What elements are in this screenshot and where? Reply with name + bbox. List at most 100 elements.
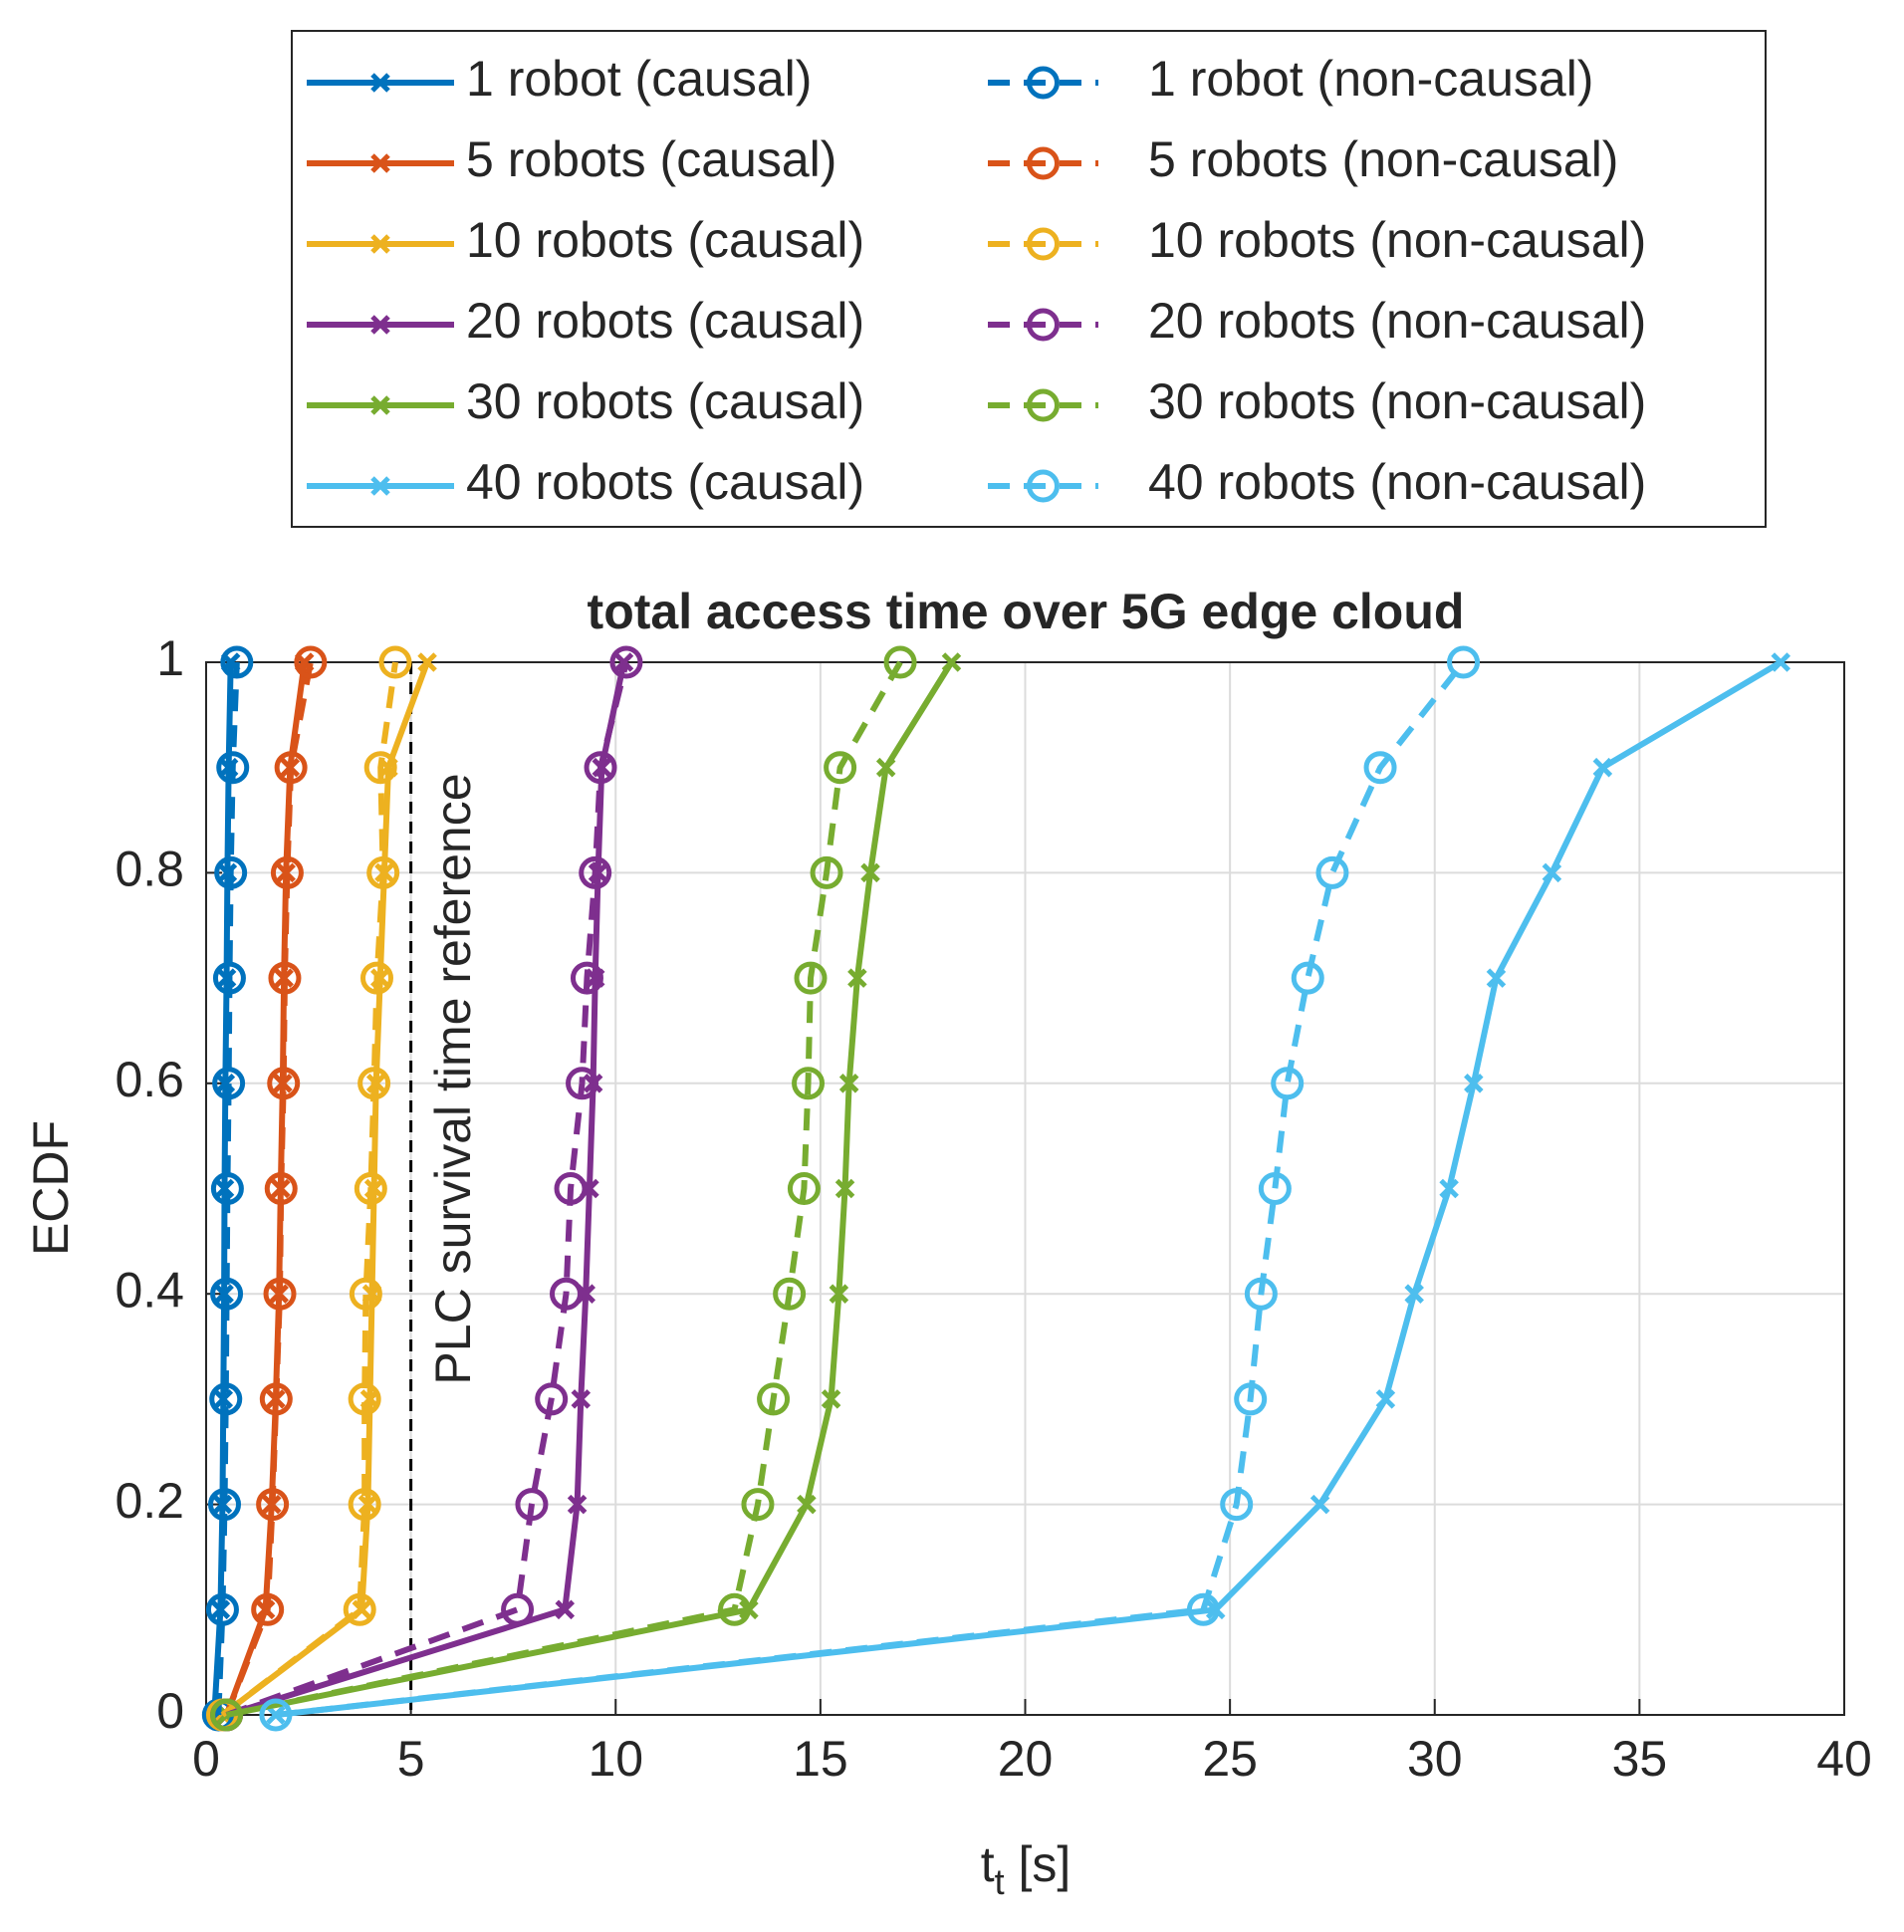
x-tick-label: 5 xyxy=(397,1731,425,1787)
legend-box xyxy=(291,30,1767,528)
marker xyxy=(824,751,857,785)
marker xyxy=(1447,645,1481,679)
x-tick-label: 15 xyxy=(793,1731,848,1787)
x-tick-label: 10 xyxy=(588,1731,643,1787)
marker xyxy=(829,1284,849,1304)
series-line xyxy=(225,660,903,1718)
legend-label: 10 robots (non-causal) xyxy=(1148,212,1646,268)
marker xyxy=(1464,1074,1484,1093)
marker xyxy=(583,1074,603,1093)
marker xyxy=(210,1172,244,1205)
marker xyxy=(1375,1389,1396,1409)
marker xyxy=(348,1382,381,1416)
marker xyxy=(210,1599,231,1620)
marker xyxy=(1542,862,1562,883)
marker xyxy=(370,153,390,173)
plot-frame xyxy=(205,661,1845,1716)
marker xyxy=(359,961,393,995)
marker xyxy=(370,395,390,415)
marker xyxy=(352,1599,372,1620)
marker xyxy=(1271,1067,1305,1100)
x-tick-label: 30 xyxy=(1407,1731,1463,1787)
marker xyxy=(1220,1488,1254,1522)
marker xyxy=(378,645,412,679)
marker xyxy=(1027,146,1060,180)
legend-label: 5 robots (causal) xyxy=(466,131,836,187)
marker xyxy=(792,1067,826,1100)
x-label-suffix: [s] xyxy=(1005,1836,1071,1892)
marker xyxy=(567,1494,588,1515)
marker xyxy=(274,968,294,988)
x-axis-label: tt [s] xyxy=(981,1836,1071,1901)
legend-label: 40 robots (non-causal) xyxy=(1148,454,1646,510)
marker xyxy=(370,73,390,93)
marker xyxy=(1027,66,1060,100)
marker xyxy=(718,1592,752,1626)
marker xyxy=(349,1277,382,1311)
marker xyxy=(773,1277,807,1311)
y-axis-label: ECDF xyxy=(23,1120,79,1256)
marker xyxy=(797,1494,817,1515)
marker xyxy=(1027,227,1060,261)
marker xyxy=(274,751,308,785)
marker xyxy=(348,1488,381,1522)
series-line xyxy=(225,661,629,1718)
marker xyxy=(1771,652,1791,672)
marker xyxy=(571,1389,592,1409)
marker xyxy=(212,1067,246,1100)
marker xyxy=(370,476,390,496)
marker xyxy=(554,1172,588,1205)
marker xyxy=(354,1172,387,1205)
marker xyxy=(208,1488,242,1522)
marker xyxy=(259,1698,293,1732)
legend-label: 5 robots (non-causal) xyxy=(1148,131,1618,187)
marker xyxy=(212,1494,233,1515)
marker xyxy=(794,961,828,995)
marker xyxy=(216,751,250,785)
y-tick-label: 1 xyxy=(156,630,184,686)
series-line xyxy=(223,661,314,1717)
marker xyxy=(515,1488,549,1522)
marker xyxy=(357,1494,378,1515)
marker xyxy=(584,751,617,785)
marker xyxy=(741,1488,775,1522)
legend-label: 1 robot (causal) xyxy=(466,51,812,107)
x-label-subscript: t xyxy=(995,1861,1005,1902)
marker xyxy=(1186,1592,1220,1626)
marker xyxy=(821,1389,841,1409)
marker xyxy=(264,1172,298,1205)
marker xyxy=(357,1067,391,1100)
marker xyxy=(267,1067,301,1100)
marker xyxy=(271,1178,291,1199)
legend-label: 10 robots (causal) xyxy=(466,212,864,268)
y-tick-label: 0.8 xyxy=(115,842,184,897)
marker xyxy=(370,315,390,335)
marker xyxy=(263,1277,297,1311)
marker xyxy=(256,1488,290,1522)
marker xyxy=(276,862,296,883)
marker xyxy=(210,1277,244,1311)
marker xyxy=(1258,1172,1292,1205)
marker xyxy=(269,1284,289,1304)
marker xyxy=(210,1698,244,1732)
marker xyxy=(366,855,400,889)
marker xyxy=(1234,1382,1268,1416)
marker xyxy=(259,1382,293,1416)
legend-label: 1 robot (non-causal) xyxy=(1148,51,1593,107)
marker xyxy=(1027,308,1060,342)
marker xyxy=(280,757,301,778)
marker xyxy=(757,1382,791,1416)
marker xyxy=(875,757,896,778)
marker xyxy=(941,652,962,672)
marker xyxy=(220,645,254,679)
marker xyxy=(270,855,304,889)
marker xyxy=(847,968,867,988)
marker xyxy=(834,1178,855,1199)
marker xyxy=(1309,1494,1330,1515)
marker xyxy=(1363,751,1397,785)
legend-label: 20 robots (non-causal) xyxy=(1148,293,1646,349)
marker xyxy=(609,645,643,679)
marker xyxy=(209,1382,243,1416)
marker xyxy=(1439,1178,1459,1199)
